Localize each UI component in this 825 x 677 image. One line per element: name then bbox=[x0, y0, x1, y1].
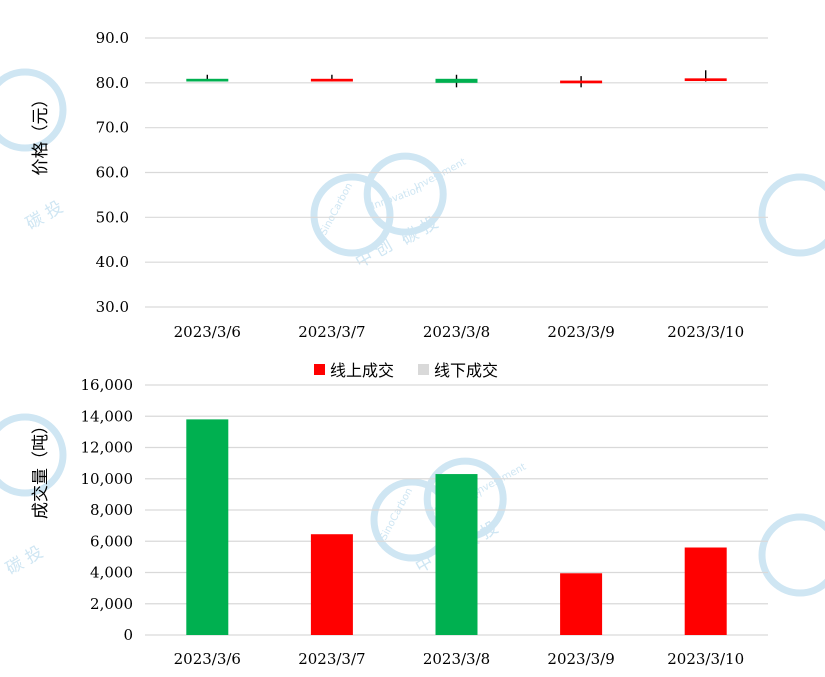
candle-body bbox=[435, 78, 478, 83]
price-y-tick: 80.0 bbox=[96, 74, 129, 92]
price-candle bbox=[560, 76, 603, 88]
volume-y-tick: 4,000 bbox=[90, 564, 133, 582]
volume-y-tick: 6,000 bbox=[90, 532, 133, 550]
price-y-tick-labels: 30.0 40.0 50.0 60.0 70.0 80.0 90.0 bbox=[96, 29, 129, 316]
volume-bar bbox=[310, 534, 353, 635]
price-x-tick-labels: 2023/3/6 2023/3/7 2023/3/8 2023/3/9 2023/3/1… bbox=[174, 323, 745, 341]
volume-y-tick: 2,000 bbox=[90, 595, 133, 613]
legend-label: 线下成交 bbox=[434, 361, 498, 380]
price-x-tick: 2023/3/9 bbox=[547, 323, 614, 341]
volume-x-tick: 2023/3/7 bbox=[298, 650, 365, 668]
price-candles bbox=[186, 70, 727, 88]
price-y-tick: 50.0 bbox=[96, 208, 129, 226]
legend-item: 线下成交 bbox=[418, 361, 498, 380]
volume-bars bbox=[186, 419, 727, 635]
volume-bar bbox=[684, 547, 727, 635]
volume-x-tick: 2023/3/10 bbox=[667, 650, 744, 668]
watermark-text: 碳 投 bbox=[23, 197, 67, 234]
watermark-ring bbox=[310, 173, 394, 257]
volume-y-tick: 12,000 bbox=[81, 439, 134, 457]
volume-y-tick: 10,000 bbox=[81, 470, 134, 488]
watermark-ring bbox=[363, 152, 447, 236]
price-candle bbox=[186, 74, 229, 82]
legend-swatch bbox=[314, 364, 325, 375]
watermark-ring bbox=[758, 173, 825, 257]
watermark-text: 碳 投 bbox=[3, 542, 47, 579]
candle-body bbox=[560, 80, 603, 84]
watermark-text: 中 创 bbox=[352, 236, 396, 273]
price-x-tick: 2023/3/8 bbox=[423, 323, 490, 341]
volume-y-tick: 0 bbox=[123, 626, 133, 644]
volume-x-tick-labels: 2023/3/6 2023/3/7 2023/3/8 2023/3/9 2023/3/1… bbox=[174, 650, 745, 668]
watermark-ring bbox=[758, 513, 825, 597]
price-candle bbox=[310, 74, 353, 82]
price-y-axis-label: 价格（元） bbox=[31, 91, 51, 176]
candle-body bbox=[310, 78, 353, 82]
volume-y-tick-labels: 0 2,000 4,000 6,000 8,000 10,000 12,000 14,000 1… bbox=[81, 376, 134, 644]
legend-swatch bbox=[418, 364, 429, 375]
price-x-tick: 2023/3/10 bbox=[667, 323, 744, 341]
volume-bar bbox=[186, 419, 229, 635]
candle-body bbox=[186, 78, 229, 82]
price-y-tick: 40.0 bbox=[96, 253, 129, 271]
candle-body bbox=[684, 78, 727, 82]
price-y-tick: 90.0 bbox=[96, 29, 129, 47]
legend-item: 线上成交 bbox=[314, 361, 394, 380]
volume-x-tick: 2023/3/9 bbox=[547, 650, 614, 668]
volume-y-axis-label: 成交量（吨） bbox=[31, 417, 51, 519]
price-y-tick: 70.0 bbox=[96, 119, 129, 137]
volume-x-tick: 2023/3/6 bbox=[174, 650, 241, 668]
volume-chart: 0 2,000 4,000 6,000 8,000 10,000 12,000 14,000 1… bbox=[31, 361, 768, 668]
price-gridlines bbox=[145, 37, 768, 308]
volume-legend: 线上成交 线下成交 bbox=[314, 361, 498, 380]
price-chart: 30.040.050.060.070.080.090.0 2023/3/6 202… bbox=[31, 29, 768, 341]
volume-bar bbox=[560, 573, 603, 635]
price-y-tick: 30.0 bbox=[96, 298, 129, 316]
volume-x-tick: 2023/3/8 bbox=[423, 650, 490, 668]
price-y-tick: 60.0 bbox=[96, 164, 129, 182]
legend-label: 线上成交 bbox=[330, 361, 394, 380]
watermark-ring bbox=[0, 413, 67, 497]
price-x-tick: 2023/3/7 bbox=[298, 323, 365, 341]
watermark-ring bbox=[0, 68, 67, 152]
price-x-tick: 2023/3/6 bbox=[174, 323, 241, 341]
price-candle bbox=[435, 74, 478, 88]
volume-y-tick: 14,000 bbox=[81, 407, 134, 425]
price-candle bbox=[684, 70, 727, 82]
volume-y-tick: 16,000 bbox=[81, 376, 134, 394]
volume-y-tick: 8,000 bbox=[90, 501, 133, 519]
volume-bar bbox=[435, 474, 478, 635]
